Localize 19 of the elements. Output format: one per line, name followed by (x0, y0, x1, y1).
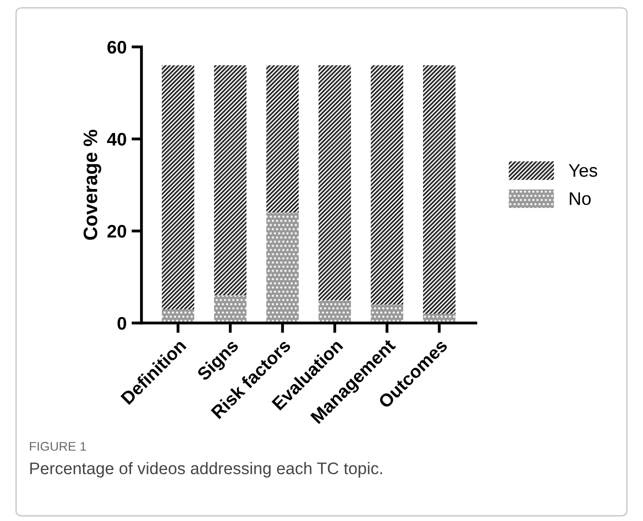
bar (266, 65, 299, 213)
y-tick-label: 0 (118, 316, 126, 330)
y-tick-label: 60 (107, 40, 126, 54)
bar (266, 212, 299, 324)
bar (162, 65, 194, 310)
y-tick-label: 20 (107, 224, 126, 238)
legend-label: Yes (568, 164, 598, 177)
y-axis-title: Coverage % (84, 130, 102, 240)
text: Percentage of videos addressing each TC topic. (30, 462, 382, 478)
bar (370, 304, 404, 324)
bar (318, 65, 351, 300)
bar (370, 65, 404, 305)
legend-label: No (570, 192, 591, 205)
bar (423, 65, 456, 314)
bar (214, 295, 246, 324)
y-tick-label: 40 (107, 132, 126, 146)
bar (214, 65, 246, 296)
caption: FIGURE 1 (30, 442, 86, 451)
bar (318, 300, 351, 324)
